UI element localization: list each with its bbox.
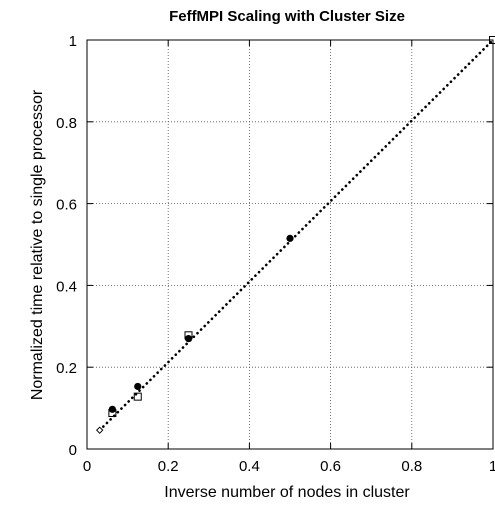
plot-frame: [86, 39, 494, 450]
data-point-square: [489, 36, 495, 44]
x-tick-label: 0: [83, 458, 91, 475]
trend-line-start-marker: [95, 426, 104, 434]
x-axis-label: Inverse number of nodes in cluster: [164, 484, 410, 501]
x-tick-label: 1: [489, 458, 495, 475]
y-tick-label: 0.8: [56, 115, 77, 132]
data-layer: [95, 36, 495, 434]
data-point-square: [108, 409, 117, 418]
x-tick-label: 0.4: [239, 458, 260, 475]
trend-line: [98, 38, 495, 432]
data-point-circle: [286, 234, 294, 242]
data-point-circle: [134, 382, 142, 391]
y-tick-label: 0.4: [56, 278, 77, 295]
y-tick-label: 0.2: [56, 360, 77, 377]
ticks: 0 0.2 0.4 0.6 0.8 1 0 0.2 0.4 0.6 0.8 1: [56, 33, 495, 475]
data-point-square: [133, 392, 142, 401]
y-tick-label: 0.6: [56, 197, 77, 214]
x-tick-label: 0.2: [158, 458, 179, 475]
y-tick-label: 0: [69, 442, 77, 459]
grid: [87, 40, 493, 449]
y-axis-label: Normalized time relative to single proce…: [29, 89, 46, 400]
y-tick-label: 1: [69, 33, 77, 50]
x-tick-label: 0.8: [401, 458, 422, 475]
data-point-square: [184, 331, 193, 340]
x-tick-label: 0.6: [320, 458, 341, 475]
chart-title: FeffMPI Scaling with Cluster Size: [169, 8, 405, 25]
